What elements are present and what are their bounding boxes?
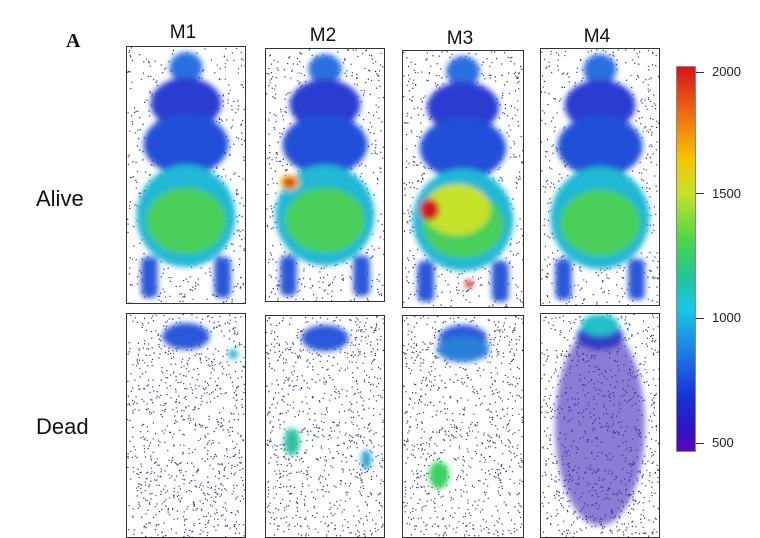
image-alive-m2 xyxy=(265,48,385,302)
image-dead-m2 xyxy=(265,315,385,538)
image-alive-m4 xyxy=(540,48,660,306)
column-label-m3: M3 xyxy=(446,28,474,49)
colorbar xyxy=(676,66,696,452)
colorbar-label-1500: 1500 xyxy=(712,186,741,201)
image-dead-m4 xyxy=(540,313,660,538)
column-label-m2: M2 xyxy=(309,25,337,46)
colorbar-label-1000: 1000 xyxy=(712,310,741,325)
column-label-m1: M1 xyxy=(169,22,197,43)
colorbar-gradient xyxy=(676,66,696,452)
image-alive-m3 xyxy=(402,50,524,308)
image-dead-m3 xyxy=(402,315,524,538)
colorbar-tick-1000 xyxy=(696,318,704,319)
colorbar-tick-2000 xyxy=(696,72,704,73)
image-alive-m1 xyxy=(126,46,246,304)
colorbar-tick-1500 xyxy=(696,193,704,194)
image-dead-m1 xyxy=(126,313,246,538)
colorbar-label-500: 500 xyxy=(712,435,734,450)
panel-letter: A xyxy=(66,30,81,52)
colorbar-tick-500 xyxy=(696,443,704,444)
column-label-m4: M4 xyxy=(583,26,611,47)
row-label-alive: Alive xyxy=(36,186,84,211)
colorbar-label-2000: 2000 xyxy=(712,64,741,79)
row-label-dead: Dead xyxy=(36,414,89,439)
